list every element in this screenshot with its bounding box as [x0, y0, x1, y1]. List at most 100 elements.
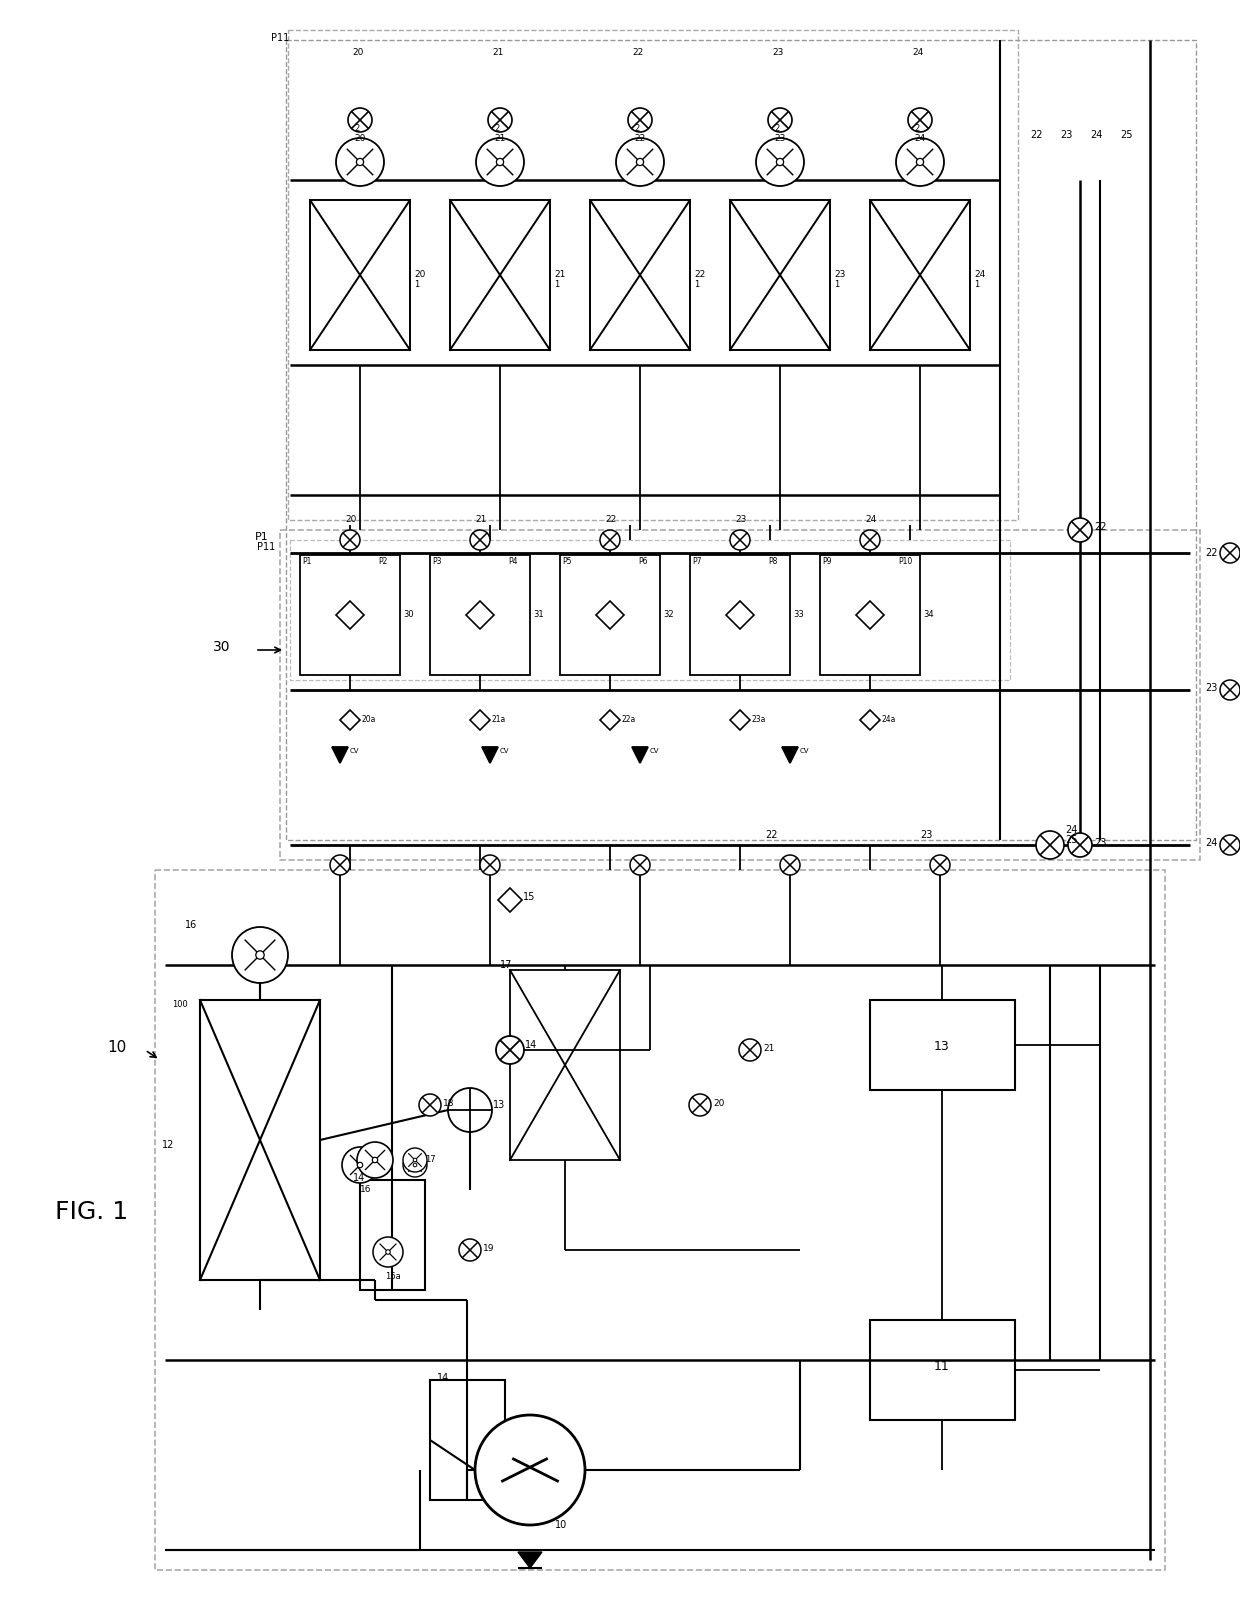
Polygon shape [861, 710, 880, 729]
Text: 24: 24 [1065, 825, 1078, 834]
Bar [590, 201, 689, 349]
Polygon shape [470, 710, 490, 729]
Bar [870, 201, 970, 349]
Text: 21: 21 [554, 270, 565, 280]
Text: 31: 31 [533, 610, 543, 619]
Text: 22: 22 [1205, 548, 1218, 558]
Text: 1: 1 [554, 280, 559, 289]
Polygon shape [596, 602, 624, 629]
Text: 10: 10 [107, 1040, 126, 1054]
Circle shape [386, 1250, 391, 1255]
Text: 23: 23 [773, 49, 784, 57]
Circle shape [340, 530, 360, 550]
Circle shape [627, 108, 652, 133]
Text: 1: 1 [694, 280, 699, 289]
Polygon shape [730, 710, 750, 729]
Circle shape [739, 1040, 761, 1061]
Text: 1: 1 [414, 280, 419, 289]
Text: P11: P11 [257, 542, 275, 551]
Text: 20: 20 [345, 514, 356, 524]
Text: 22: 22 [694, 270, 706, 280]
Text: 13: 13 [934, 1040, 950, 1053]
Bar [200, 999, 320, 1281]
Text: 16a: 16a [384, 1273, 401, 1281]
Text: 21: 21 [492, 49, 503, 57]
Text: 23a: 23a [751, 715, 766, 724]
Bar [560, 555, 660, 674]
Text: 11: 11 [934, 1360, 950, 1373]
Polygon shape [632, 747, 649, 763]
Text: P4: P4 [508, 556, 517, 566]
Circle shape [636, 158, 644, 165]
Text: 14: 14 [436, 1373, 449, 1383]
Polygon shape [856, 602, 884, 629]
Bar [300, 555, 401, 674]
Text: P9: P9 [822, 556, 832, 566]
Text: 23: 23 [1205, 682, 1218, 694]
Text: 2: 2 [634, 125, 640, 133]
Circle shape [780, 855, 800, 875]
Text: 20a: 20a [362, 715, 377, 724]
Text: P8: P8 [768, 556, 777, 566]
Text: 23: 23 [1094, 838, 1106, 847]
Text: 13: 13 [494, 1100, 505, 1109]
Text: 20: 20 [353, 134, 366, 142]
Text: P10: P10 [898, 556, 913, 566]
Text: 25: 25 [1120, 129, 1132, 141]
Text: 21a: 21a [492, 715, 506, 724]
Text: 20: 20 [713, 1100, 724, 1108]
Bar [510, 970, 620, 1159]
Text: 16: 16 [185, 920, 197, 930]
Circle shape [413, 1163, 417, 1167]
Circle shape [336, 137, 384, 186]
Circle shape [1220, 681, 1240, 700]
Circle shape [861, 530, 880, 550]
Text: 2: 2 [914, 125, 919, 133]
Text: 24: 24 [866, 514, 877, 524]
Text: 23: 23 [835, 270, 846, 280]
Text: 22: 22 [634, 134, 645, 142]
Circle shape [476, 137, 525, 186]
Circle shape [496, 158, 503, 165]
Bar [870, 1319, 1016, 1420]
Text: P11: P11 [272, 32, 289, 44]
Bar [430, 555, 529, 674]
Text: 24: 24 [973, 270, 986, 280]
Text: P2: P2 [378, 556, 387, 566]
Polygon shape [482, 747, 498, 763]
Text: P3: P3 [432, 556, 441, 566]
Text: 30: 30 [213, 640, 231, 653]
Circle shape [342, 1146, 378, 1184]
Circle shape [419, 1095, 441, 1116]
Bar [155, 870, 1166, 1570]
Text: P7: P7 [692, 556, 702, 566]
Circle shape [470, 530, 490, 550]
Text: 22: 22 [605, 514, 616, 524]
Polygon shape [782, 747, 799, 763]
Text: 100: 100 [172, 999, 187, 1009]
Text: 21: 21 [494, 134, 506, 142]
Text: 14: 14 [525, 1040, 537, 1049]
Circle shape [1035, 831, 1064, 859]
Text: 33: 33 [794, 610, 804, 619]
Circle shape [756, 137, 804, 186]
Circle shape [448, 1088, 492, 1132]
Text: 1: 1 [973, 280, 980, 289]
Circle shape [930, 855, 950, 875]
Polygon shape [600, 710, 620, 729]
Bar [288, 31, 1018, 521]
Circle shape [475, 1415, 585, 1525]
Polygon shape [498, 888, 522, 912]
Text: 24: 24 [1205, 838, 1218, 847]
Circle shape [1220, 834, 1240, 855]
Text: 1: 1 [835, 280, 839, 289]
Circle shape [730, 530, 750, 550]
Text: 32: 32 [663, 610, 673, 619]
Text: CV: CV [650, 749, 660, 754]
Text: 17: 17 [500, 960, 512, 970]
Text: 30: 30 [403, 610, 414, 619]
Circle shape [776, 158, 784, 165]
Text: P6: P6 [639, 556, 647, 566]
Bar [280, 530, 1200, 860]
Polygon shape [336, 602, 365, 629]
